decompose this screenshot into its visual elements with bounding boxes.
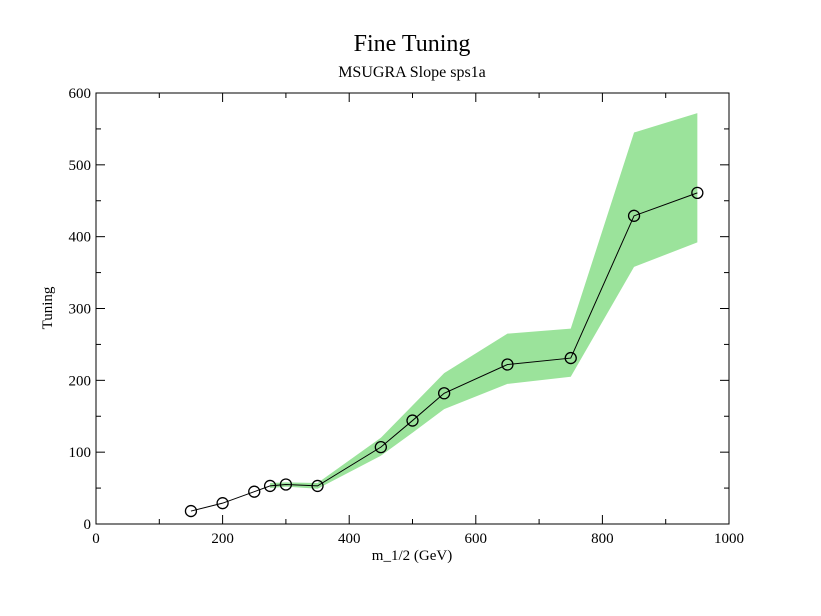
uncertainty-band (270, 113, 698, 489)
data-point-marker (691, 186, 704, 199)
x-axis-label: m_1/2 (GeV) (372, 548, 452, 564)
data-point-marker (311, 479, 324, 493)
plot-frame (95, 92, 730, 525)
y-axis-label: Tuning (40, 286, 56, 329)
y-tick-label: 500 (69, 158, 92, 174)
data-point-marker (279, 478, 293, 491)
x-tick-label: 400 (338, 531, 361, 547)
data-point-marker (437, 387, 451, 400)
data-point-marker (406, 414, 419, 427)
uncertainty-band-layer (270, 113, 698, 489)
x-tick-label: 1000 (714, 531, 744, 547)
series-layer (184, 186, 704, 518)
ticks-layer: 0 200 400 600 800 1000 0 100 200 300 400 500 600 (69, 86, 745, 547)
y-tick-label: 600 (69, 86, 92, 102)
x-tick-label: 800 (591, 531, 614, 547)
chart-title: Fine Tuning (354, 31, 471, 57)
x-tick-label: 0 (92, 531, 100, 547)
data-point-marker (501, 358, 514, 371)
data-point-marker (216, 497, 229, 510)
y-tick-label: 200 (69, 373, 92, 389)
data-point-marker (564, 351, 577, 365)
y-tick-label: 400 (69, 230, 92, 246)
y-tick-label: 0 (84, 517, 92, 533)
chart-subtitle: MSUGRA Slope sps1a (338, 64, 486, 81)
y-tick-label: 100 (69, 445, 92, 461)
series-line (190, 192, 698, 512)
data-point-marker (374, 440, 388, 454)
x-tick-label: 200 (211, 531, 234, 547)
data-point-marker (184, 504, 198, 518)
data-point-marker (248, 485, 261, 498)
data-point-marker (263, 479, 277, 493)
y-tick-label: 300 (69, 302, 92, 318)
x-tick-label: 600 (465, 531, 488, 547)
data-point-marker (627, 209, 641, 222)
